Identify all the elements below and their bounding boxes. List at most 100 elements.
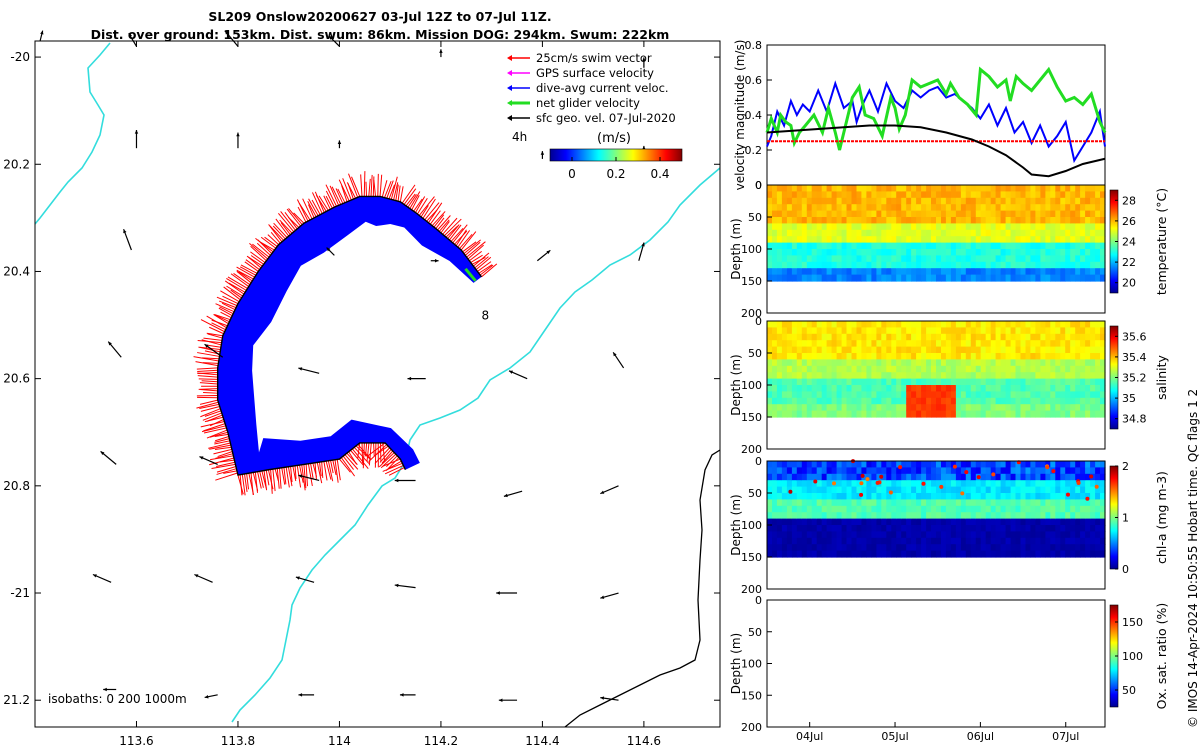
section-cell: [816, 274, 823, 282]
section-cell: [856, 385, 863, 392]
section-cell: [1055, 346, 1061, 354]
section-cell: [767, 191, 773, 199]
swim-vector: [311, 192, 323, 214]
section-cell: [816, 512, 823, 520]
section-colorbar-tick-label: 1: [1122, 512, 1129, 525]
section-cell: [801, 249, 808, 256]
section-cell: [881, 486, 887, 494]
velocity-series-line: [765, 66, 1107, 151]
section-cell: [831, 261, 838, 269]
section-cell: [1005, 404, 1012, 412]
swim-vector: [203, 423, 226, 432]
section-cell: [772, 223, 778, 231]
section-cell: [846, 467, 853, 475]
section-cell: [1040, 467, 1046, 475]
section-cell: [767, 204, 773, 212]
section-cell: [826, 340, 833, 348]
section-cell: [896, 197, 902, 205]
section-cell: [791, 372, 798, 380]
section-cell: [1060, 499, 1066, 507]
section-cell: [786, 391, 793, 399]
section-cell: [871, 480, 877, 488]
section-cell: [985, 505, 992, 513]
section-cell: [1070, 327, 1076, 335]
section-cell: [776, 378, 783, 386]
section-cell: [1085, 404, 1091, 412]
section-cell: [811, 512, 818, 520]
section-cell: [886, 217, 892, 224]
section-cell: [916, 191, 922, 199]
section-cell: [836, 537, 843, 545]
section-cell: [851, 493, 858, 500]
isobath-1000m: [564, 449, 721, 728]
swim-vector: [250, 255, 264, 265]
section-cell: [901, 261, 907, 269]
section-cell: [1025, 229, 1032, 237]
section-cell: [861, 359, 867, 367]
section-cell: [772, 340, 778, 348]
section-cell: [1075, 255, 1081, 263]
section-x-tick-label: 04Jul: [796, 730, 823, 743]
section-cell: [970, 249, 977, 256]
section-cell: [1045, 210, 1051, 218]
section-cell: [1100, 537, 1106, 545]
swim-vector: [445, 225, 459, 238]
section-cell: [866, 486, 872, 494]
section-cell: [846, 340, 853, 348]
section-cell: [876, 410, 882, 418]
section-cell: [1025, 261, 1032, 269]
section-cell: [965, 353, 972, 360]
section-cell: [896, 397, 902, 405]
section-cell: [931, 274, 937, 282]
section-cell: [1095, 261, 1101, 269]
section-cell: [1075, 404, 1081, 412]
section-cell: [921, 333, 927, 341]
section-cell: [1065, 461, 1071, 468]
section-cell: [846, 505, 853, 513]
y-tick-label: 20.6: [3, 372, 30, 386]
section-cell: [1045, 550, 1051, 558]
section-cell: [796, 217, 803, 224]
section-cell: [772, 391, 778, 399]
section-cell: [861, 385, 867, 392]
section-cell: [1025, 274, 1032, 282]
swim-vector: [452, 224, 468, 244]
section-cell: [806, 486, 813, 494]
section-cell: [911, 242, 917, 250]
section-cell: [1015, 518, 1022, 526]
section-cell: [985, 191, 992, 199]
section-cell: [950, 210, 957, 218]
chl-dot: [1094, 484, 1099, 489]
section-cell: [796, 359, 803, 367]
section-cell: [1100, 391, 1106, 399]
section-cell: [796, 274, 803, 282]
section-cell: [1070, 274, 1076, 282]
swim-vector: [263, 470, 268, 491]
swim-vector: [413, 198, 423, 212]
section-cell: [995, 486, 1002, 494]
swim-vector: [429, 210, 441, 225]
section-cell: [772, 185, 778, 192]
swim-vector: [464, 241, 481, 256]
section-cell: [1090, 229, 1096, 237]
section-cell: [881, 410, 887, 418]
section-cell: [926, 229, 932, 237]
section-cell: [891, 185, 897, 192]
section-cell: [772, 327, 778, 335]
section-cell: [776, 404, 783, 412]
section-cell: [985, 327, 992, 335]
section-cell: [990, 473, 997, 481]
section-cell: [911, 518, 917, 526]
section-cell: [801, 512, 808, 520]
section-cell: [801, 359, 808, 367]
section-cell: [831, 473, 838, 481]
section-cell: [871, 461, 877, 468]
section-cell: [786, 505, 793, 513]
section-cell: [816, 346, 823, 354]
section-cell: [980, 404, 987, 412]
section-cell: [960, 204, 967, 212]
section-cell: [816, 372, 823, 380]
section-cell: [985, 229, 992, 237]
section-cell: [871, 544, 877, 552]
section-cell: [931, 531, 937, 539]
